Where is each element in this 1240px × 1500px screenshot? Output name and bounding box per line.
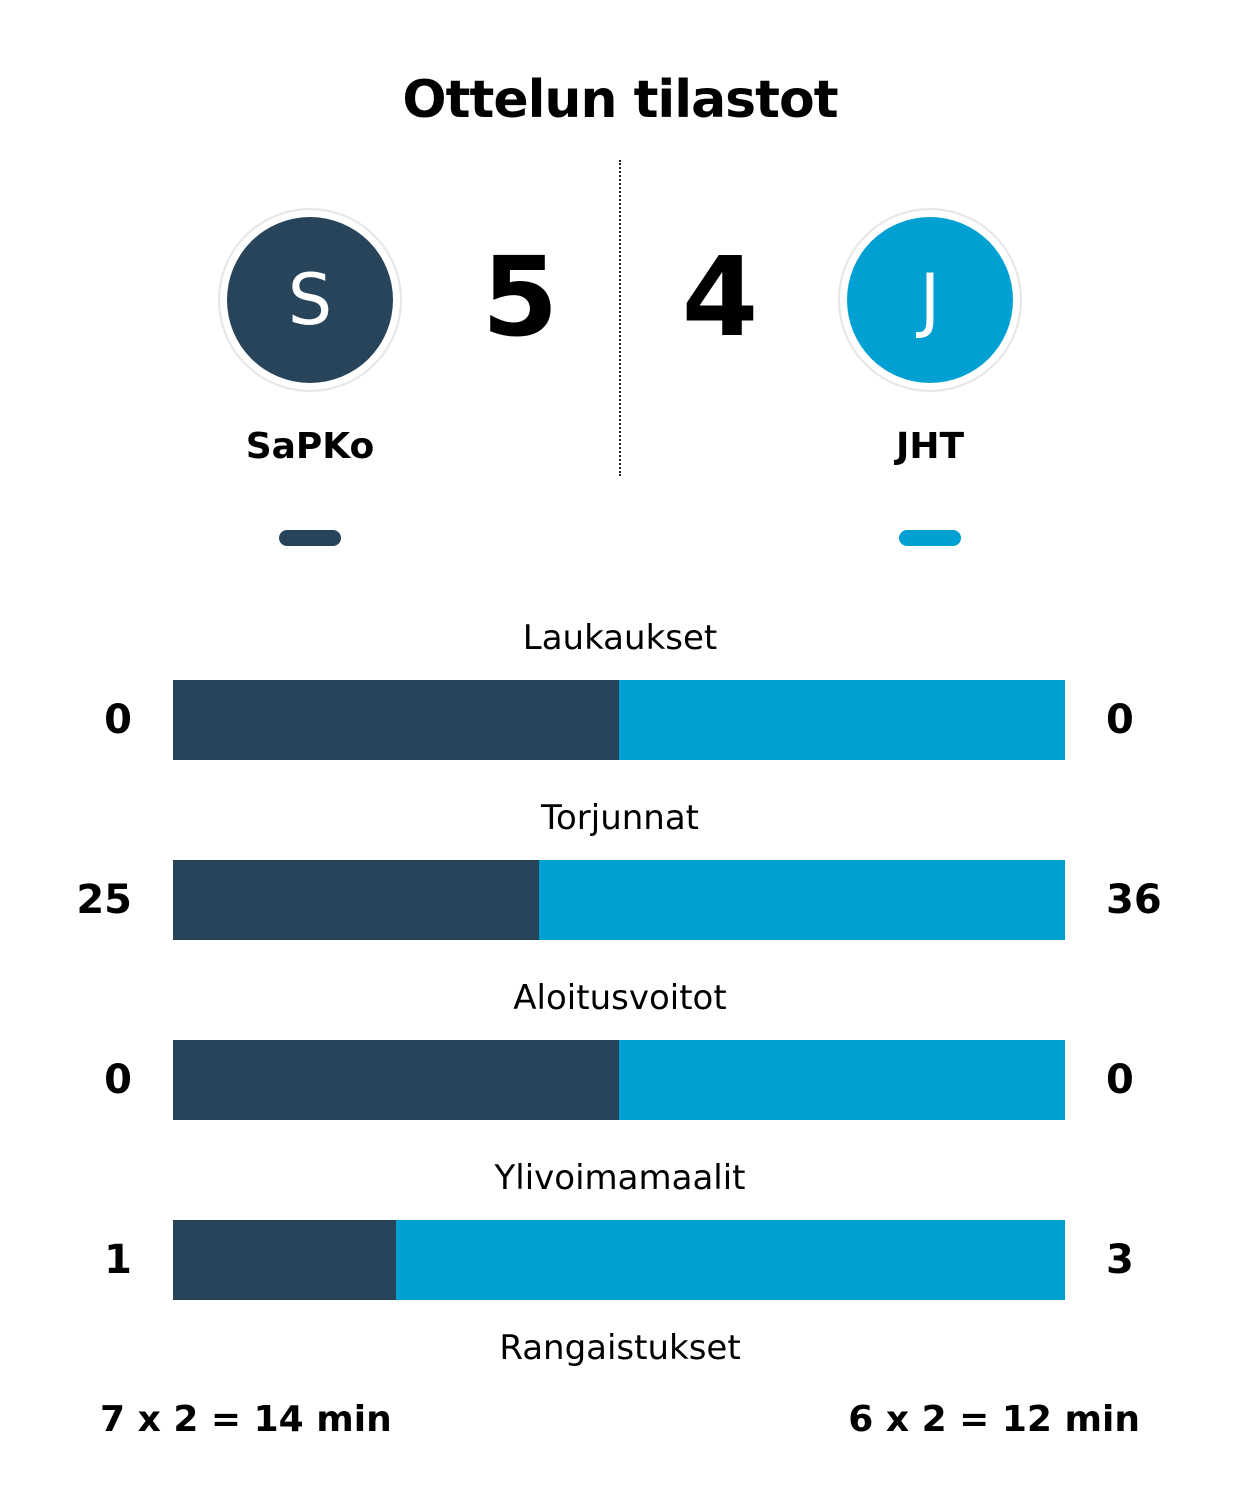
- home-bar-segment: [173, 1040, 619, 1120]
- home-stat-value: 25: [76, 877, 132, 923]
- home-stat-value: 0: [104, 1057, 132, 1103]
- stat-bar: [173, 680, 1065, 760]
- away-bar-segment: [538, 860, 1065, 940]
- away-stat-value: 3: [1106, 1237, 1134, 1283]
- home-team-color-pill: [279, 530, 341, 546]
- home-team-initial: S: [227, 217, 393, 383]
- home-penalties: 7 x 2 = 14 min: [100, 1399, 392, 1440]
- home-stat-value: 1: [104, 1237, 132, 1283]
- away-bar-segment: [396, 1220, 1065, 1300]
- away-bar-segment: [619, 680, 1065, 760]
- away-stat-value: 0: [1106, 697, 1134, 743]
- stat-bar: [173, 1220, 1065, 1300]
- away-team-initial: J: [847, 217, 1013, 383]
- home-stat-value: 0: [104, 697, 132, 743]
- away-penalties: 6 x 2 = 12 min: [848, 1399, 1140, 1440]
- away-bar-segment: [619, 1040, 1065, 1120]
- page-title: Ottelun tilastot: [402, 70, 838, 130]
- away-team-name: JHT: [895, 426, 965, 467]
- away-team-color-pill: [899, 530, 961, 546]
- stat-bar: [173, 1040, 1065, 1120]
- home-score: 5: [481, 233, 559, 361]
- stat-label: Laukaukset: [522, 618, 718, 658]
- home-team-logo: S: [218, 208, 402, 392]
- stat-label: Torjunnat: [540, 798, 700, 838]
- away-stat-value: 0: [1106, 1057, 1134, 1103]
- stat-label: Aloitusvoitot: [513, 978, 727, 1018]
- stat-bar: [173, 860, 1065, 940]
- stat-label: Ylivoimamaalit: [494, 1158, 746, 1198]
- score-divider: [619, 160, 621, 476]
- away-score: 4: [681, 233, 759, 361]
- home-bar-segment: [173, 680, 619, 760]
- away-stat-value: 36: [1106, 877, 1162, 923]
- home-bar-segment: [173, 1220, 396, 1300]
- penalties-label: Rangaistukset: [499, 1328, 741, 1368]
- away-team-logo: J: [838, 208, 1022, 392]
- home-bar-segment: [173, 860, 539, 940]
- home-team-name: SaPKo: [245, 426, 375, 467]
